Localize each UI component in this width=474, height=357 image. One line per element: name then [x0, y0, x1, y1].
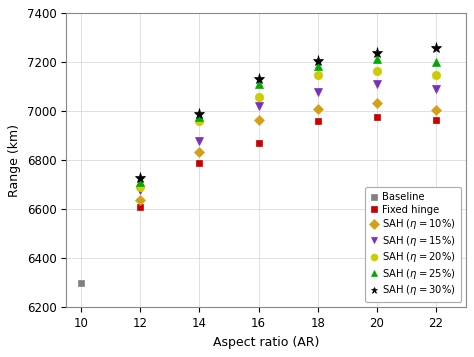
Y-axis label: Range (km): Range (km): [9, 124, 21, 197]
SAH ($\eta = 25\%$): [433, 60, 439, 65]
Line: SAH ($\eta = 20\%$): SAH ($\eta = 20\%$): [136, 67, 440, 191]
SAH ($\eta = 10\%$): [433, 108, 439, 112]
SAH ($\eta = 25\%$): [315, 64, 320, 68]
Fixed hinge: [374, 115, 380, 120]
SAH ($\eta = 15\%$): [433, 87, 439, 91]
X-axis label: Aspect ratio (AR): Aspect ratio (AR): [213, 336, 319, 349]
SAH ($\eta = 20\%$): [137, 185, 143, 190]
Fixed hinge: [137, 205, 143, 209]
SAH ($\eta = 15\%$): [315, 90, 320, 94]
Fixed hinge: [315, 119, 320, 123]
SAH ($\eta = 25\%$): [137, 180, 143, 185]
SAH ($\eta = 10\%$): [256, 118, 262, 122]
SAH ($\eta = 10\%$): [315, 107, 320, 111]
SAH ($\eta = 15\%$): [197, 139, 202, 143]
Fixed hinge: [256, 141, 262, 145]
Line: Fixed hinge: Fixed hinge: [137, 114, 439, 210]
SAH ($\eta = 20\%$): [197, 119, 202, 123]
Line: SAH ($\eta = 25\%$): SAH ($\eta = 25\%$): [137, 55, 440, 186]
SAH ($\eta = 15\%$): [256, 104, 262, 109]
Legend: Baseline, Fixed hinge, SAH ($\eta = 10\%$), SAH ($\eta = 15\%$), SAH ($\eta = 20: Baseline, Fixed hinge, SAH ($\eta = 10\%…: [365, 187, 461, 302]
SAH ($\eta = 25\%$): [197, 115, 202, 120]
SAH ($\eta = 25\%$): [374, 56, 380, 61]
SAH ($\eta = 15\%$): [137, 188, 143, 192]
SAH ($\eta = 25\%$): [256, 82, 262, 86]
SAH ($\eta = 30\%$): [137, 175, 143, 180]
SAH ($\eta = 10\%$): [374, 101, 380, 105]
SAH ($\eta = 20\%$): [256, 95, 262, 99]
Line: SAH ($\eta = 10\%$): SAH ($\eta = 10\%$): [137, 99, 439, 203]
Line: SAH ($\eta = 15\%$): SAH ($\eta = 15\%$): [136, 80, 440, 194]
Line: SAH ($\eta = 30\%$): SAH ($\eta = 30\%$): [135, 42, 442, 183]
SAH ($\eta = 30\%$): [256, 77, 262, 82]
SAH ($\eta = 20\%$): [315, 72, 320, 77]
SAH ($\eta = 30\%$): [197, 112, 202, 116]
SAH ($\eta = 10\%$): [137, 197, 143, 202]
Fixed hinge: [433, 118, 439, 122]
SAH ($\eta = 30\%$): [374, 50, 380, 55]
SAH ($\eta = 30\%$): [315, 59, 320, 63]
Fixed hinge: [197, 161, 202, 165]
SAH ($\eta = 10\%$): [197, 150, 202, 154]
SAH ($\eta = 15\%$): [374, 82, 380, 86]
SAH ($\eta = 30\%$): [433, 45, 439, 50]
SAH ($\eta = 20\%$): [433, 72, 439, 77]
SAH ($\eta = 20\%$): [374, 69, 380, 73]
